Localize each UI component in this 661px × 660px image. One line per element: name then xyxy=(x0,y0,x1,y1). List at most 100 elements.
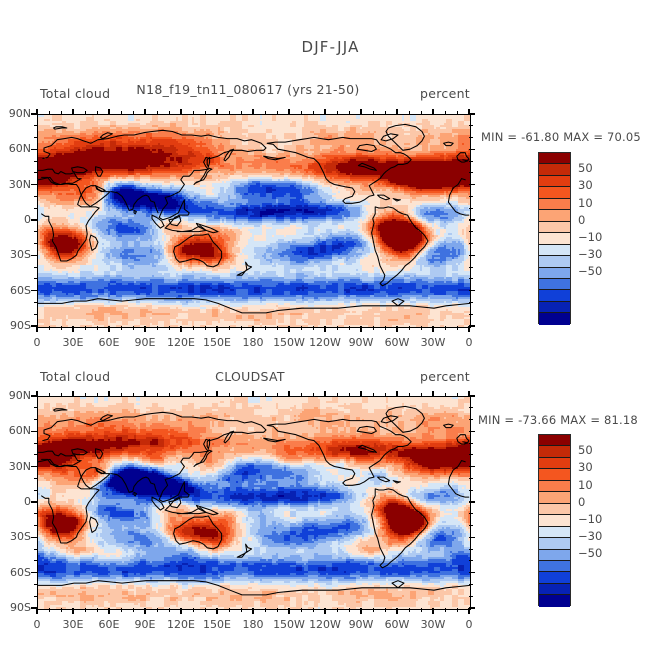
y-axis-tick xyxy=(469,395,475,397)
colorbar-segment xyxy=(539,313,570,325)
x-axis-tick xyxy=(468,391,470,397)
y-axis-minor-tick xyxy=(469,548,473,550)
colorbar-label: −50 xyxy=(578,546,603,561)
y-axis-minor-tick xyxy=(469,137,473,139)
y-axis-minor-tick xyxy=(469,595,473,597)
x-axis-tick xyxy=(288,608,290,614)
y-axis-minor-tick xyxy=(469,513,473,515)
colorbar-segment xyxy=(539,210,570,222)
x-axis-tick xyxy=(360,608,362,614)
x-axis-minor-tick xyxy=(384,111,386,115)
x-axis-tick-label: 180 xyxy=(242,336,264,349)
x-axis-minor-tick xyxy=(336,393,338,397)
y-axis-minor-tick xyxy=(33,160,37,162)
colorbar-segment xyxy=(539,290,570,302)
y-axis-minor-tick xyxy=(33,454,37,456)
x-axis-tick xyxy=(432,391,434,397)
y-axis-minor-tick xyxy=(469,489,473,491)
y-axis-minor-tick xyxy=(469,207,473,209)
field-cells xyxy=(38,397,470,609)
y-axis-tick-label: 90N xyxy=(8,389,31,402)
y-axis-minor-tick xyxy=(469,160,473,162)
x-axis-tick xyxy=(72,391,74,397)
y-axis-tick xyxy=(469,536,475,539)
x-axis-tick xyxy=(36,109,38,115)
x-axis-minor-tick xyxy=(228,111,230,115)
panel1-header-right: percent xyxy=(420,86,470,101)
y-axis-tick xyxy=(31,572,37,574)
x-axis-tick-label: 180 xyxy=(242,618,264,631)
x-axis-minor-tick xyxy=(300,326,302,330)
colorbar-segment xyxy=(539,164,570,176)
x-axis-tick xyxy=(432,608,434,614)
y-axis-minor-tick xyxy=(469,407,473,409)
y-axis-tick-label: 60N xyxy=(8,424,31,438)
x-axis-minor-tick xyxy=(204,111,206,115)
y-axis-minor-tick xyxy=(33,137,37,139)
x-axis-minor-tick xyxy=(240,393,242,397)
x-axis-tick xyxy=(72,326,74,332)
x-axis-minor-tick xyxy=(228,608,230,612)
x-axis-minor-tick xyxy=(312,111,314,115)
colorbar-segment xyxy=(539,221,570,234)
x-axis-tick xyxy=(144,326,146,332)
x-axis-tick-label: 120E xyxy=(167,336,195,349)
x-axis-tick-label: 60E xyxy=(98,336,120,349)
x-axis-tick xyxy=(180,326,182,332)
x-axis-minor-tick xyxy=(300,393,302,397)
x-axis-minor-tick xyxy=(48,326,50,330)
y-axis-minor-tick xyxy=(33,442,37,444)
panel1-header-center: N18_f19_tn11_080617 (yrs 21-50) xyxy=(136,82,360,97)
x-axis-tick xyxy=(36,608,38,614)
panel2-header-center: CLOUDSAT xyxy=(215,369,285,384)
x-axis-tick xyxy=(324,391,326,397)
colorbar-label: 10 xyxy=(578,195,593,210)
y-axis-minor-tick xyxy=(33,195,37,197)
map-plot-obs[interactable] xyxy=(37,396,471,610)
y-axis-minor-tick xyxy=(33,548,37,550)
x-axis-tick xyxy=(252,391,254,397)
y-axis-minor-tick xyxy=(469,243,473,245)
x-axis-minor-tick xyxy=(120,608,122,612)
y-axis-minor-tick xyxy=(33,560,37,562)
y-axis-tick xyxy=(31,184,37,186)
x-axis-minor-tick xyxy=(96,111,98,115)
x-axis-minor-tick xyxy=(132,393,134,397)
x-axis-minor-tick xyxy=(384,608,386,612)
y-axis-minor-tick xyxy=(33,313,37,315)
field-cells xyxy=(38,115,470,327)
y-axis-tick xyxy=(469,466,475,468)
x-axis-minor-tick xyxy=(300,111,302,115)
colorbar-segment xyxy=(539,549,570,561)
x-axis-minor-tick xyxy=(300,608,302,612)
x-axis-minor-tick xyxy=(120,393,122,397)
y-axis-minor-tick xyxy=(33,477,37,479)
x-axis-tick xyxy=(360,391,362,397)
x-axis-minor-tick xyxy=(312,393,314,397)
y-axis-tick xyxy=(469,148,475,151)
x-axis-minor-tick xyxy=(60,608,62,612)
x-axis-minor-tick xyxy=(96,393,98,397)
x-axis-tick xyxy=(324,608,326,614)
y-axis-tick-label: 30N xyxy=(8,459,31,473)
y-axis-tick xyxy=(31,466,37,468)
x-axis-tick-label: 60W xyxy=(384,336,410,349)
x-axis-tick xyxy=(180,109,182,115)
y-axis-minor-tick xyxy=(469,442,473,444)
y-axis-minor-tick xyxy=(469,313,473,315)
x-axis-minor-tick xyxy=(456,608,458,612)
colorbar-segment xyxy=(539,469,570,481)
colorbar-label: 10 xyxy=(578,477,593,492)
y-axis-minor-tick xyxy=(33,513,37,515)
colorbar-segment xyxy=(539,492,570,504)
x-axis-minor-tick xyxy=(168,111,170,115)
panel2-header-left: Total cloud xyxy=(40,369,111,384)
map-plot-model[interactable] xyxy=(37,114,471,328)
colorbar-segment xyxy=(539,267,570,279)
colorbar-segment xyxy=(539,153,570,165)
x-axis-minor-tick xyxy=(156,608,158,612)
y-axis-tick xyxy=(469,254,475,257)
x-axis-tick xyxy=(108,608,110,614)
colorbar-segment xyxy=(539,233,570,245)
x-axis-minor-tick xyxy=(60,393,62,397)
